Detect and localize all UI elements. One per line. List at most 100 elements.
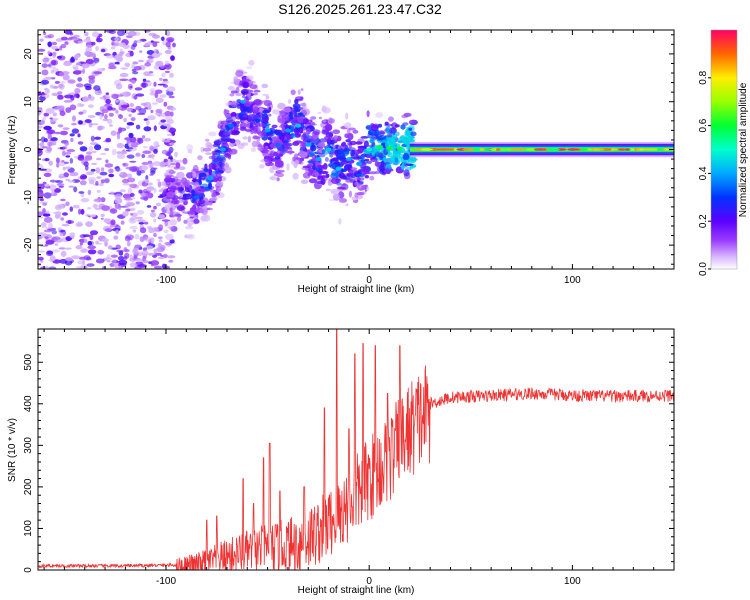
spectrogram-cell: [216, 181, 224, 185]
spectrogram-cell: [38, 125, 43, 129]
spectrogram-cell: [388, 116, 394, 122]
spectrogram-cell: [75, 245, 83, 250]
spectrogram-cell: [38, 168, 47, 171]
spectrogram-cell: [325, 188, 332, 191]
spectrogram-cell: [64, 94, 73, 99]
spectrogram-cell: [155, 97, 164, 103]
spectrogram-cell: [89, 214, 97, 218]
y-tick-label: 200: [23, 478, 34, 495]
spectrogram-cell: [59, 110, 66, 117]
spectrogram-cell: [344, 122, 352, 129]
spectrogram-cell: [265, 95, 270, 100]
spectrogram-cell: [128, 166, 138, 172]
spectrogram-cell: [93, 198, 103, 203]
spectrogram-cell: [204, 163, 208, 169]
spectrogram-cell: [168, 140, 176, 144]
spectrogram-cell: [310, 136, 314, 144]
spectrogram-cell: [62, 74, 70, 81]
spectrogram-cell: [300, 109, 306, 113]
spectrogram-cell: [161, 219, 171, 222]
spectrogram-cell: [97, 125, 103, 131]
spectrogram-cell: [56, 183, 65, 187]
spectrogram-cell: [257, 144, 263, 148]
spectrogram-cell: [336, 156, 346, 160]
ridge-cell: [618, 148, 626, 151]
spectrogram-cell: [65, 178, 71, 181]
spectrogram-cell: [95, 37, 103, 43]
spectrogram-cell: [244, 102, 251, 107]
spectrogram-cell: [105, 30, 115, 33]
spectrogram-cell: [135, 201, 140, 205]
spectrogram-cell: [292, 156, 296, 162]
spectrogram-cell: [323, 163, 328, 170]
spectrogram-cell: [62, 127, 70, 130]
spectrogram-cell: [115, 229, 120, 234]
spectrogram-cell: [290, 134, 297, 138]
spectrogram-cell: [110, 254, 118, 258]
spectrogram-cell: [240, 142, 249, 146]
spectrogram-cell: [165, 233, 174, 241]
spectrogram-cell: [409, 120, 413, 123]
spectrogram-cell: [99, 182, 104, 187]
spectrogram-cell: [140, 102, 147, 106]
spectrogram-cell: [120, 104, 130, 108]
spectrogram-cell: [216, 155, 226, 162]
spectrogram-cell: [143, 221, 149, 225]
spectrogram-cell: [129, 183, 138, 188]
spectrogram-cell: [104, 103, 113, 107]
y-tick-label: 10: [23, 96, 34, 108]
spectrogram-cell: [332, 193, 340, 200]
spectrogram-cell: [67, 220, 72, 224]
spectrogram-cell: [302, 131, 307, 137]
spectrogram-cell: [288, 118, 297, 123]
spectrogram-cell: [141, 161, 150, 166]
spectrogram-cell: [81, 68, 86, 74]
spectrogram-cell: [51, 45, 59, 50]
spectrogram-cell: [294, 98, 299, 104]
spectrogram-cell: [225, 153, 229, 156]
spectrogram-cell: [60, 198, 66, 202]
spectrogram-cell: [134, 233, 140, 240]
spectrogram-cell: [127, 83, 133, 90]
spectrogram-cell: [331, 177, 340, 185]
spectrogram-cell: [132, 229, 137, 233]
spectrogram-cell: [166, 191, 175, 198]
spectrogram-cell: [39, 142, 45, 148]
spectrogram-cell: [216, 153, 220, 156]
spectrogram-cell: [64, 141, 69, 146]
spectrogram-cell: [142, 255, 147, 262]
spectrogram-cell: [60, 250, 67, 257]
spectrogram-cell: [62, 145, 68, 150]
spectrogram-cell: [345, 112, 349, 120]
spectrogram-cell: [346, 148, 352, 152]
spectrogram-cell: [157, 181, 162, 188]
spectrogram-cell: [175, 159, 184, 163]
spectrogram-cell: [147, 115, 156, 121]
spectrogram-cell: [127, 30, 137, 37]
spectrogram-cell: [406, 146, 410, 151]
ridge-cell: [305, 142, 312, 147]
spectrogram-cell: [84, 50, 91, 57]
spectrogram-cell: [153, 81, 157, 87]
spectrogram-cell: [248, 60, 255, 66]
spectrogram-cell: [162, 78, 168, 82]
spectrogram-cell: [116, 142, 125, 149]
spectrogram-cell: [172, 42, 176, 48]
spectrogram-cell: [297, 89, 301, 95]
spectrogram-cell: [392, 128, 396, 136]
spectrogram-cell: [134, 266, 142, 269]
snr-frame: [37, 328, 675, 571]
spectrogram-cell: [126, 241, 131, 247]
spectrogram-cell: [78, 191, 85, 194]
spectrogram-cell: [264, 159, 271, 167]
spectrogram-cell: [54, 204, 62, 211]
spectrogram-cell: [110, 191, 114, 195]
spectrogram-cell: [63, 172, 69, 178]
spectrogram-cell: [208, 182, 212, 189]
x-tick-label: 100: [564, 275, 581, 286]
spectrogram-cell: [152, 34, 160, 39]
spectrogram-cell: [115, 83, 123, 90]
colorbar-tick-label: 0.6: [698, 118, 709, 132]
spectrogram-cell: [142, 135, 146, 139]
spectrogram-cell: [164, 221, 171, 228]
